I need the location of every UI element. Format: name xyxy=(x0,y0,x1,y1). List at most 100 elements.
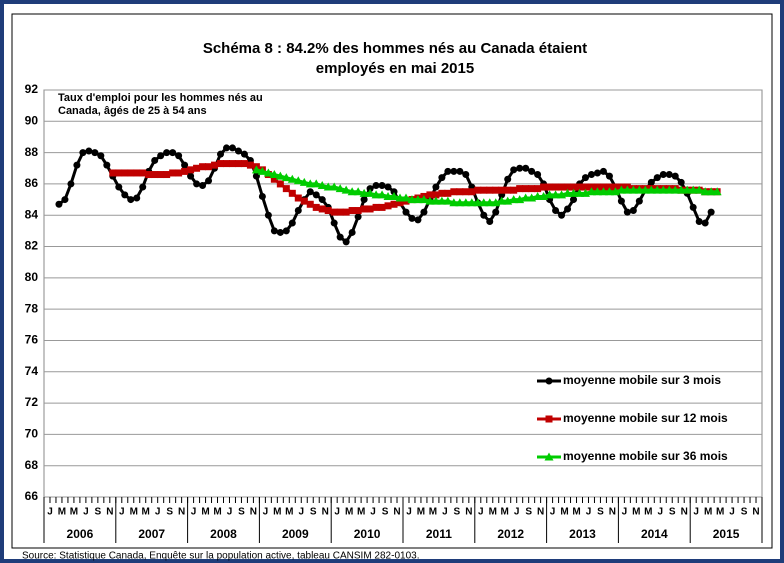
x-tick-label: M xyxy=(644,507,652,518)
y-tick-label: 82 xyxy=(25,239,39,253)
point xyxy=(408,214,416,222)
x-tick-label: M xyxy=(345,507,353,518)
point xyxy=(384,202,392,210)
point xyxy=(246,161,254,169)
point xyxy=(360,196,368,204)
point xyxy=(324,207,332,215)
x-tick-label: S xyxy=(310,507,317,518)
point xyxy=(240,150,248,158)
point xyxy=(389,191,399,200)
legend-label: moyenne mobile sur 12 mois xyxy=(563,411,728,425)
point xyxy=(413,195,423,204)
x-tick-label: S xyxy=(454,507,461,518)
x-tick-label: M xyxy=(357,507,365,518)
point xyxy=(450,167,458,175)
point xyxy=(653,174,661,182)
point xyxy=(570,183,578,191)
x-tick-label: J xyxy=(263,507,269,518)
point xyxy=(617,197,625,205)
x-tick-label: N xyxy=(178,507,185,518)
point xyxy=(264,211,272,219)
x-tick-label: N xyxy=(322,507,329,518)
point xyxy=(533,191,543,200)
y-tick-label: 72 xyxy=(25,395,39,409)
point xyxy=(509,195,519,204)
point xyxy=(688,185,698,194)
point xyxy=(569,188,579,197)
x-tick-label: S xyxy=(238,507,245,518)
point xyxy=(706,187,716,196)
point xyxy=(647,178,655,186)
x-tick-label: M xyxy=(632,507,640,518)
x-tick-label: N xyxy=(465,507,472,518)
point xyxy=(461,198,471,207)
point xyxy=(228,144,236,152)
point xyxy=(395,193,405,202)
point xyxy=(455,198,465,207)
point xyxy=(664,185,674,194)
point xyxy=(658,185,668,194)
y-tick-label: 88 xyxy=(25,145,39,159)
x-tick-label: M xyxy=(70,507,78,518)
y-tick-label: 86 xyxy=(25,176,39,190)
x-tick-label: J xyxy=(693,507,699,518)
x-tick-label: J xyxy=(47,507,53,518)
year-label: 2007 xyxy=(138,527,165,541)
point xyxy=(211,161,219,169)
point xyxy=(599,167,607,175)
point xyxy=(330,208,338,216)
point xyxy=(425,196,435,205)
point xyxy=(151,171,159,179)
point xyxy=(516,164,524,172)
point xyxy=(383,191,393,200)
point xyxy=(222,144,230,152)
point xyxy=(169,169,177,177)
point xyxy=(564,205,572,213)
point xyxy=(521,193,531,202)
year-label: 2015 xyxy=(713,527,740,541)
point xyxy=(61,196,69,204)
point xyxy=(474,186,482,194)
point xyxy=(378,181,386,189)
point xyxy=(371,190,381,199)
x-tick-label: N xyxy=(106,507,113,518)
x-tick-label: N xyxy=(609,507,616,518)
point xyxy=(91,149,99,157)
point xyxy=(103,161,111,169)
point xyxy=(456,167,464,175)
chart-title: Schéma 8 : 84.2% des hommes nés au Canad… xyxy=(203,40,587,57)
point xyxy=(449,198,459,207)
point xyxy=(450,188,458,196)
point xyxy=(359,188,369,197)
point xyxy=(581,183,589,191)
point xyxy=(151,156,159,164)
point xyxy=(73,161,81,169)
point xyxy=(115,183,123,191)
x-tick-label: J xyxy=(622,507,628,518)
x-tick-label: J xyxy=(442,507,448,518)
x-tick-label: M xyxy=(489,507,497,518)
point xyxy=(275,171,285,180)
point xyxy=(181,161,189,169)
point xyxy=(407,195,417,204)
x-tick-label: J xyxy=(729,507,735,518)
y-tick-label: 74 xyxy=(25,364,39,378)
point xyxy=(628,185,638,194)
point xyxy=(336,208,344,216)
point xyxy=(257,166,267,175)
year-label: 2008 xyxy=(210,527,237,541)
point xyxy=(217,150,225,158)
x-tick-label: M xyxy=(417,507,425,518)
point xyxy=(623,208,631,216)
point xyxy=(634,185,644,194)
point xyxy=(175,169,183,177)
x-tick-label: M xyxy=(704,507,712,518)
year-label: 2010 xyxy=(354,527,381,541)
x-tick-label: S xyxy=(382,507,389,518)
x-tick-label: M xyxy=(429,507,437,518)
point xyxy=(390,188,398,196)
point xyxy=(354,207,362,215)
point xyxy=(372,203,380,211)
x-tick-label: S xyxy=(525,507,532,518)
y-tick-label: 66 xyxy=(25,489,39,503)
